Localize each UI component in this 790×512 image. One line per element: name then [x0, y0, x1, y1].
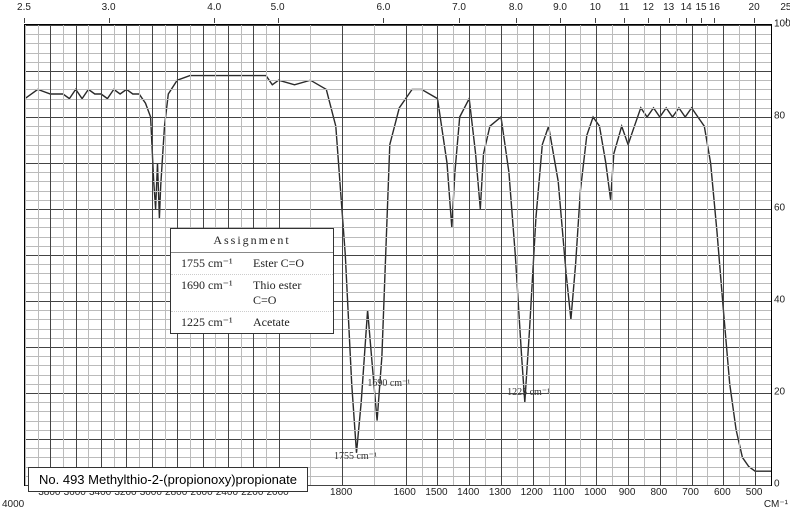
assignment-row: 1755 cm⁻¹ Ester C=O: [171, 253, 333, 275]
y-tick-label: 80: [774, 111, 785, 122]
x-tick-label: 1400: [457, 487, 479, 498]
assignment-freq: 1755 cm⁻¹: [181, 256, 243, 271]
assignment-label: Thio ester C=O: [253, 278, 323, 308]
x-tick-label: 1100: [553, 487, 575, 498]
assignment-label: Acetate: [253, 315, 290, 330]
micron-tick-label: 13: [663, 2, 674, 13]
micron-tick-label: 6.0: [376, 2, 390, 13]
x-left-edge-label: 4000: [2, 499, 24, 510]
plot-area: [24, 24, 772, 486]
micron-tick-label: 2.5: [17, 2, 31, 13]
x-tick-label: 1500: [425, 487, 447, 498]
y-tick-label: 60: [774, 203, 785, 214]
micron-tick-label: 25: [780, 2, 790, 13]
micron-tick-label: 10: [590, 2, 601, 13]
x-tick-label: 1600: [394, 487, 416, 498]
micron-tick-label: 8.0: [509, 2, 523, 13]
x-tick-label: 800: [650, 487, 667, 498]
micron-tick-label: 16: [709, 2, 720, 13]
assignment-label: Ester C=O: [253, 256, 304, 271]
micron-tick-label: 4.0: [207, 2, 221, 13]
peak-label: 1755 cm⁻¹: [334, 451, 377, 462]
micron-tick-label: 20: [749, 2, 760, 13]
micron-tick-label: 15: [696, 2, 707, 13]
y-tick-label: 0: [774, 479, 780, 490]
peak-label: 1225 cm⁻¹: [507, 387, 550, 398]
assignment-row: 1225 cm⁻¹ Acetate: [171, 312, 333, 333]
micron-axis: 2.53.04.05.06.07.08.09.01011121314151620…: [24, 4, 770, 22]
micron-tick-label: 7.0: [452, 2, 466, 13]
x-tick-label: 1000: [584, 487, 606, 498]
y-tick-label: 20: [774, 387, 785, 398]
x-tick-label: 1300: [489, 487, 511, 498]
x-tick-label: 900: [619, 487, 636, 498]
x-tick-label: 1200: [521, 487, 543, 498]
assignment-title: Assignment: [171, 229, 333, 253]
assignment-freq: 1225 cm⁻¹: [181, 315, 243, 330]
x-unit-label: CM⁻¹: [764, 499, 788, 510]
micron-tick-label: 14: [681, 2, 692, 13]
micron-tick-label: 9.0: [553, 2, 567, 13]
compound-label: No. 493 Methylthio-2-(propionoxy)propion…: [28, 467, 308, 492]
micron-tick-label: 11: [619, 2, 629, 13]
x-tick-label: 600: [714, 487, 731, 498]
peak-label: 1690 cm⁻¹: [367, 378, 410, 389]
micron-tick-label: 3.0: [102, 2, 116, 13]
x-tick-label: 700: [682, 487, 699, 498]
ir-spectrum-chart: 2.5 3.0 4.0 5.0 6.0 7.0 8.0 9.0 10 11 12 13 14 1516 20…: [0, 0, 790, 512]
assignment-freq: 1690 cm⁻¹: [181, 278, 243, 308]
assignment-row: 1690 cm⁻¹ Thio ester C=O: [171, 275, 333, 312]
x-tick-label: 1800: [330, 487, 352, 498]
micron-tick-label: 12: [643, 2, 654, 13]
assignment-box: Assignment 1755 cm⁻¹ Ester C=O 1690 cm⁻¹…: [170, 228, 334, 334]
y-tick-label: 40: [774, 295, 785, 306]
x-tick-label: 500: [746, 487, 763, 498]
micron-tick-label: 5.0: [271, 2, 285, 13]
y-tick-label: 100: [774, 19, 790, 30]
